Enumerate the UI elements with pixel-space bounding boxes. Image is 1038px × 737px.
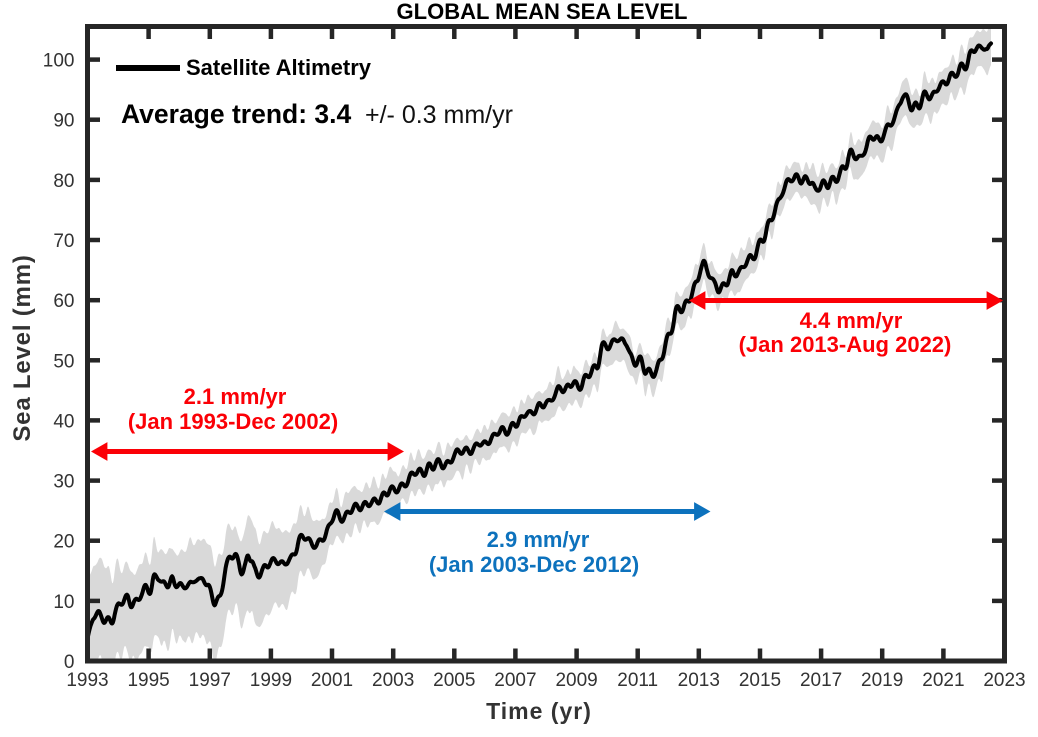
svg-text:Sea Level (mm): Sea Level (mm) [9,254,36,441]
svg-text:2.9 mm/yr: 2.9 mm/yr [487,527,590,552]
svg-text:2009: 2009 [555,670,597,691]
svg-text:(Jan 2013-Aug 2022): (Jan 2013-Aug 2022) [739,332,952,357]
svg-text:GLOBAL MEAN SEA LEVEL: GLOBAL MEAN SEA LEVEL [397,0,688,24]
svg-text:2017: 2017 [800,670,842,691]
svg-text:90: 90 [53,111,74,132]
svg-text:2011: 2011 [617,670,658,691]
svg-text:70: 70 [53,231,74,252]
svg-text:1993: 1993 [66,670,108,691]
svg-text:2007: 2007 [494,670,536,691]
svg-text:(Jan 2003-Dec 2012): (Jan 2003-Dec 2012) [429,552,639,577]
svg-text:0: 0 [64,652,75,673]
svg-text:2019: 2019 [861,670,903,691]
svg-text:80: 80 [53,171,74,192]
svg-text:30: 30 [53,472,74,493]
svg-text:Satellite Altimetry: Satellite Altimetry [186,55,372,80]
svg-text:60: 60 [53,291,74,312]
svg-text:Time (yr): Time (yr) [486,698,592,724]
svg-text:40: 40 [53,411,74,432]
svg-text:1995: 1995 [127,670,169,691]
svg-text:2023: 2023 [983,670,1025,691]
svg-text:2015: 2015 [739,670,781,691]
svg-text:4.4 mm/yr: 4.4 mm/yr [800,308,903,333]
svg-text:2003: 2003 [372,670,414,691]
svg-text:2021: 2021 [922,670,964,691]
svg-text:50: 50 [53,351,74,372]
svg-text:Average trend: 3.4: Average trend: 3.4 [121,99,352,129]
svg-text:1999: 1999 [250,670,292,691]
svg-text:+/- 0.3 mm/yr: +/- 0.3 mm/yr [365,101,513,129]
svg-text:1997: 1997 [189,670,231,691]
svg-text:2001: 2001 [311,670,353,691]
svg-text:2.1 mm/yr: 2.1 mm/yr [184,384,287,409]
svg-text:(Jan 1993-Dec 2002): (Jan 1993-Dec 2002) [128,409,338,434]
svg-text:2005: 2005 [433,670,475,691]
svg-text:2013: 2013 [678,670,720,691]
svg-text:100: 100 [43,51,75,72]
svg-text:10: 10 [53,592,74,613]
svg-text:20: 20 [53,532,74,553]
